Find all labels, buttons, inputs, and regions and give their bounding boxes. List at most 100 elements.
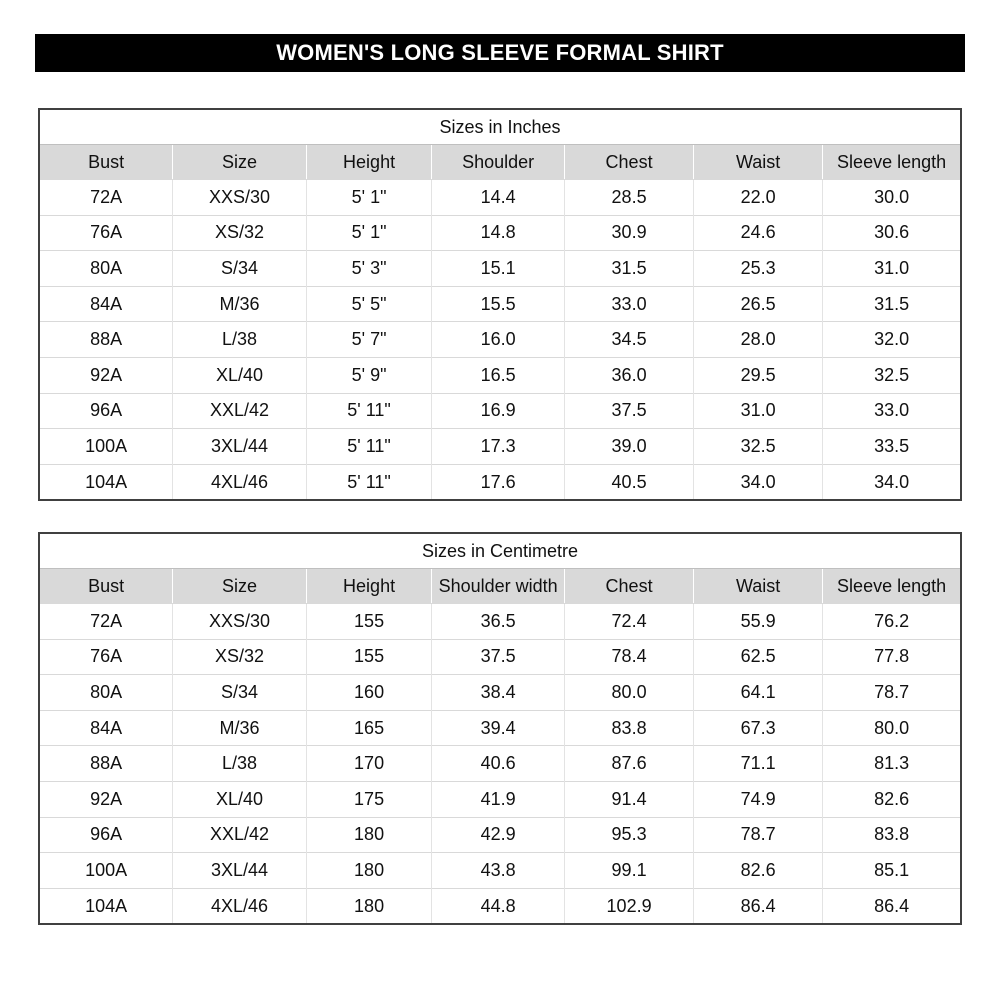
table-cell: 91.4 <box>564 780 695 818</box>
table-header-row: Bust Size Height Shoulder Chest Waist Sleeve l… <box>39 144 961 180</box>
table-row: 100A 3XL/44 5' 11" 17.3 39.0 32.5 33.5 <box>39 428 961 465</box>
column-header: Bust <box>39 568 174 604</box>
table-cell: 155 <box>305 603 433 640</box>
table-cell: 16.5 <box>431 356 566 394</box>
table-cell: 71.1 <box>693 745 824 782</box>
table-cell: 38.4 <box>431 674 566 711</box>
table: Sizes in Inches Bust Size Height Shoulder Ch… <box>38 108 962 502</box>
sizes-in-inches-table: Sizes in Inches Bust Size Height Shoulder Ch… <box>38 108 962 502</box>
table-cell: 15.5 <box>431 285 566 322</box>
table-cell: 80A <box>39 250 174 287</box>
table-cell: 175 <box>305 780 433 818</box>
page-title: WOMEN'S LONG SLEEVE FORMAL SHIRT <box>276 40 724 65</box>
table-header-row: Bust Size Height Shoulder width Chest Waist Sl… <box>39 568 961 604</box>
table-row: 84A M/36 165 39.4 83.8 67.3 80.0 <box>39 709 961 746</box>
table-cell: 32.5 <box>822 356 961 394</box>
table-cell: 82.6 <box>822 780 961 818</box>
table-cell: 33.5 <box>822 428 961 465</box>
table-cell: 5' 9" <box>305 356 433 394</box>
table-cell: 30.0 <box>822 179 961 216</box>
table-cell: XL/40 <box>172 780 307 818</box>
table-cell: 39.0 <box>564 428 695 465</box>
table-cell: 26.5 <box>693 285 824 322</box>
table-cell: 33.0 <box>822 392 961 429</box>
table-cell: 160 <box>305 674 433 711</box>
table-cell: 84A <box>39 709 174 746</box>
table-cell: 170 <box>305 745 433 782</box>
table-cell: 83.8 <box>822 816 961 853</box>
table-cell: 36.5 <box>431 603 566 640</box>
table-cell: 28.0 <box>693 321 824 358</box>
table-cell: 31.0 <box>822 250 961 287</box>
table: Sizes in Centimetre Bust Size Height Should… <box>38 532 962 926</box>
table-cell: 72.4 <box>564 603 695 640</box>
table-cell: 34.0 <box>822 463 961 501</box>
table-cell: 82.6 <box>693 852 824 889</box>
table-row: 80A S/34 160 38.4 80.0 64.1 78.7 <box>39 674 961 711</box>
column-header: Size <box>172 568 307 604</box>
table-cell: M/36 <box>172 709 307 746</box>
sizes-in-centimetre-table: Sizes in Centimetre Bust Size Height Should… <box>38 532 962 926</box>
table-cell: 16.9 <box>431 392 566 429</box>
table-cell: 17.3 <box>431 428 566 465</box>
table-cell: 155 <box>305 638 433 675</box>
table-cell: 88A <box>39 321 174 358</box>
table-cell: 32.0 <box>822 321 961 358</box>
table-row: 88A L/38 170 40.6 87.6 71.1 81.3 <box>39 745 961 782</box>
table-cell: 25.3 <box>693 250 824 287</box>
table-cell: M/36 <box>172 285 307 322</box>
table-cell: 76.2 <box>822 603 961 640</box>
table-cell: 5' 1" <box>305 214 433 251</box>
table-cell: XS/32 <box>172 214 307 251</box>
table-cell: 31.5 <box>564 250 695 287</box>
table-cell: 5' 3" <box>305 250 433 287</box>
table-row: 76A XS/32 155 37.5 78.4 62.5 77.8 <box>39 638 961 675</box>
table-title: Sizes in Centimetre <box>39 533 961 569</box>
table-cell: 80.0 <box>822 709 961 746</box>
table-cell: 95.3 <box>564 816 695 853</box>
table-cell: 17.6 <box>431 463 566 501</box>
table-cell: 80A <box>39 674 174 711</box>
table-cell: 102.9 <box>564 887 695 925</box>
table-cell: 78.7 <box>693 816 824 853</box>
table-cell: 86.4 <box>822 887 961 925</box>
table-cell: 74.9 <box>693 780 824 818</box>
table-cell: 44.8 <box>431 887 566 925</box>
table-cell: 16.0 <box>431 321 566 358</box>
table-cell: 96A <box>39 392 174 429</box>
table-cell: 85.1 <box>822 852 961 889</box>
table-cell: 24.6 <box>693 214 824 251</box>
table-cell: L/38 <box>172 745 307 782</box>
table-cell: 34.5 <box>564 321 695 358</box>
table-cell: 165 <box>305 709 433 746</box>
table-cell: 43.8 <box>431 852 566 889</box>
table-cell: 14.4 <box>431 179 566 216</box>
table-cell: 5' 11" <box>305 463 433 501</box>
table-row: 96A XXL/42 5' 11" 16.9 37.5 31.0 33.0 <box>39 392 961 429</box>
table-cell: 22.0 <box>693 179 824 216</box>
table-cell: XXS/30 <box>172 179 307 216</box>
table-body: 72A XXS/30 5' 1" 14.4 28.5 22.0 30.0 76A XS/32 5'… <box>39 179 961 501</box>
table-title: Sizes in Inches <box>39 109 961 145</box>
column-header: Bust <box>39 144 174 180</box>
table-cell: 104A <box>39 887 174 925</box>
table-body: 72A XXS/30 155 36.5 72.4 55.9 76.2 76A XS/32 155 3… <box>39 603 961 925</box>
table-cell: 5' 1" <box>305 179 433 216</box>
table-cell: 180 <box>305 852 433 889</box>
table-cell: XXL/42 <box>172 392 307 429</box>
table-cell: 39.4 <box>431 709 566 746</box>
table-cell: 40.5 <box>564 463 695 501</box>
table-cell: 55.9 <box>693 603 824 640</box>
table-cell: 37.5 <box>564 392 695 429</box>
table-cell: 32.5 <box>693 428 824 465</box>
table-cell: S/34 <box>172 674 307 711</box>
table-cell: L/38 <box>172 321 307 358</box>
table-cell: 31.5 <box>822 285 961 322</box>
table-cell: 40.6 <box>431 745 566 782</box>
table-cell: 4XL/46 <box>172 887 307 925</box>
table-cell: 41.9 <box>431 780 566 818</box>
table-title-row: Sizes in Centimetre <box>39 533 961 569</box>
column-header: Waist <box>693 568 824 604</box>
table-cell: 96A <box>39 816 174 853</box>
table-cell: 81.3 <box>822 745 961 782</box>
